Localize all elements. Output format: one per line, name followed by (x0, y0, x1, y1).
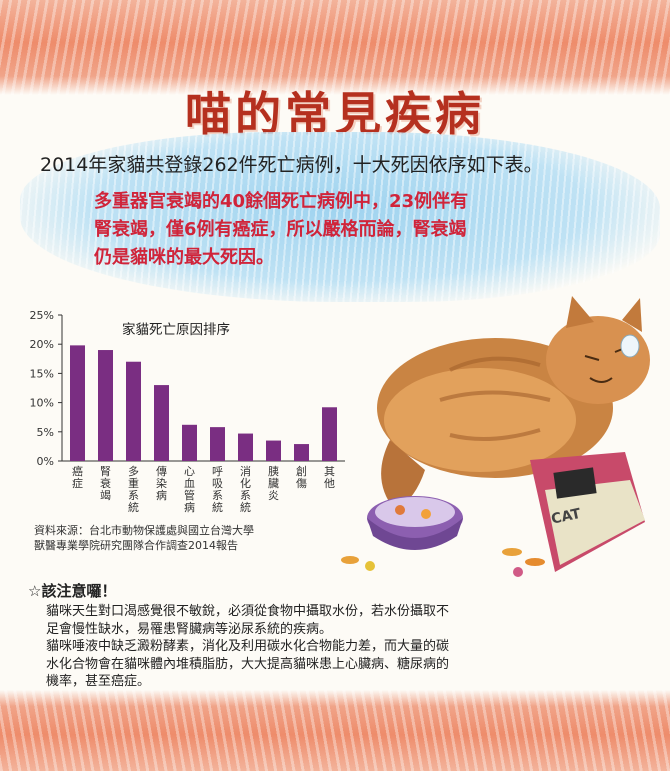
source-line: 獸醫專業學院研究團隊合作調查2014報告 (34, 539, 238, 552)
bars-group (70, 345, 337, 461)
bar-7 (266, 440, 281, 461)
bar-1 (98, 350, 113, 461)
category-label: 心血管病 (184, 465, 195, 514)
highlight-line: 仍是貓咪的最大死因。 (94, 247, 274, 268)
bar-8 (294, 444, 309, 461)
highlight-line: 多重器官衰竭的40餘個死亡病例中，23例伴有 (94, 191, 469, 212)
y-tick-label: 20% (30, 338, 54, 351)
notice-line: 足會慢性缺水，易罹患腎臟病等泌尿系統的疾病。 (46, 621, 333, 637)
bar-4 (182, 424, 197, 461)
blue-crayon-background (20, 132, 660, 302)
y-tick-label: 10% (30, 397, 54, 410)
notice-line: 貓咪天生對口渴感覺很不敏銳，必須從食物中攝取水份，若水份攝取不 (46, 604, 450, 619)
notice-heading: ☆該注意囉！ (28, 582, 117, 600)
cat-food-bag-icon: CAT (530, 452, 645, 572)
notice-line: 水化合物會在貓咪體內堆積脂肪，大大提高貓咪患上心臟病、糖尿病的 (46, 656, 450, 672)
bar-5 (210, 427, 225, 461)
cat-illustration: CAT (341, 296, 650, 577)
notice-line: 貓咪唾液中缺乏澱粉酵素，消化及利用碳水化合物能力差，而大量的碳 (46, 639, 450, 654)
category-label: 傳染病 (156, 465, 167, 502)
category-label: 其他 (324, 465, 335, 490)
source-line: 資料來源：台北市動物保護處與國立台灣大學 (34, 524, 254, 537)
cause-of-death-chart: 家貓死亡原因排序 0% 5% 10% 15% 20% 25% 癌症 腎衰竭 多重系統 傳染病 心血… (30, 309, 345, 514)
fat-orange-cat-illustration (377, 296, 650, 510)
notice-body: 貓咪天生對口渴感覺很不敏銳，必須從食物中攝取水份，若水份攝取不 足會慢性缺水，易… (46, 603, 636, 691)
category-label: 胰臟炎 (268, 464, 279, 502)
data-source: 資料來源：台北市動物保護處與國立台灣大學 獸醫專業學院研究團隊合作調查2014報… (34, 523, 254, 553)
highlight-text: 多重器官衰竭的40餘個死亡病例中，23例伴有 腎衰竭，僅6例有癌症，所以嚴格而論… (94, 188, 594, 272)
bar-2 (126, 361, 141, 461)
top-crayon-border (0, 0, 670, 95)
y-axis: 0% 5% 10% 15% 20% 25% (30, 309, 345, 468)
category-label: 消化系統 (240, 464, 251, 514)
bar-0 (70, 345, 85, 461)
y-tick-label: 0% (37, 455, 54, 468)
category-label: 腎衰竭 (100, 465, 111, 502)
category-label: 創傷 (296, 464, 307, 490)
headline-text: 2014年家貓共登錄262件死亡病例，十大死因依序如下表。 (40, 154, 543, 176)
purple-food-bowl-icon (367, 496, 463, 550)
chart-title: 家貓死亡原因排序 (122, 321, 230, 338)
y-tick-label: 15% (30, 367, 54, 380)
category-label: 呼吸系統 (212, 465, 223, 514)
bar-6 (238, 433, 253, 461)
highlight-line: 腎衰竭，僅6例有癌症，所以嚴格而論，腎衰竭 (94, 219, 467, 240)
scattered-fish-treats (341, 548, 545, 577)
bottom-crayon-border (0, 690, 670, 771)
notice-line: 機率，甚至癌症。 (46, 674, 151, 689)
bar-9 (322, 407, 337, 461)
bar-3 (154, 385, 169, 461)
bag-label: CAT (550, 506, 583, 528)
category-label: 多重系統 (128, 464, 139, 514)
y-tick-label: 25% (30, 309, 54, 322)
y-tick-label: 5% (37, 426, 54, 439)
category-label: 癌症 (72, 464, 83, 490)
